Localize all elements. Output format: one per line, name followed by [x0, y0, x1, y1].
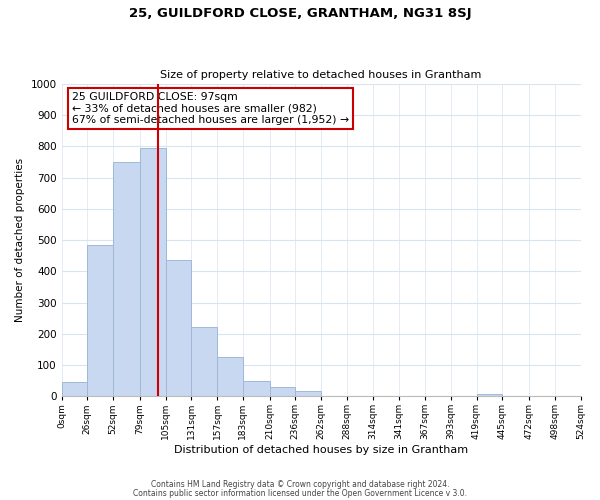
X-axis label: Distribution of detached houses by size in Grantham: Distribution of detached houses by size …	[174, 445, 468, 455]
Bar	[140, 148, 166, 396]
Bar	[87, 245, 113, 396]
Bar	[269, 387, 295, 396]
Bar	[243, 380, 269, 396]
Bar	[166, 260, 191, 396]
Text: 25, GUILDFORD CLOSE, GRANTHAM, NG31 8SJ: 25, GUILDFORD CLOSE, GRANTHAM, NG31 8SJ	[128, 8, 472, 20]
Bar	[476, 394, 502, 396]
Bar	[113, 162, 140, 396]
Text: 25 GUILDFORD CLOSE: 97sqm
← 33% of detached houses are smaller (982)
67% of semi: 25 GUILDFORD CLOSE: 97sqm ← 33% of detac…	[72, 92, 349, 125]
Bar	[62, 382, 87, 396]
Bar	[295, 392, 321, 396]
Bar	[191, 328, 217, 396]
Title: Size of property relative to detached houses in Grantham: Size of property relative to detached ho…	[160, 70, 482, 81]
Bar	[217, 357, 243, 396]
Text: Contains HM Land Registry data © Crown copyright and database right 2024.: Contains HM Land Registry data © Crown c…	[151, 480, 449, 489]
Text: Contains public sector information licensed under the Open Government Licence v : Contains public sector information licen…	[133, 488, 467, 498]
Y-axis label: Number of detached properties: Number of detached properties	[15, 158, 25, 322]
